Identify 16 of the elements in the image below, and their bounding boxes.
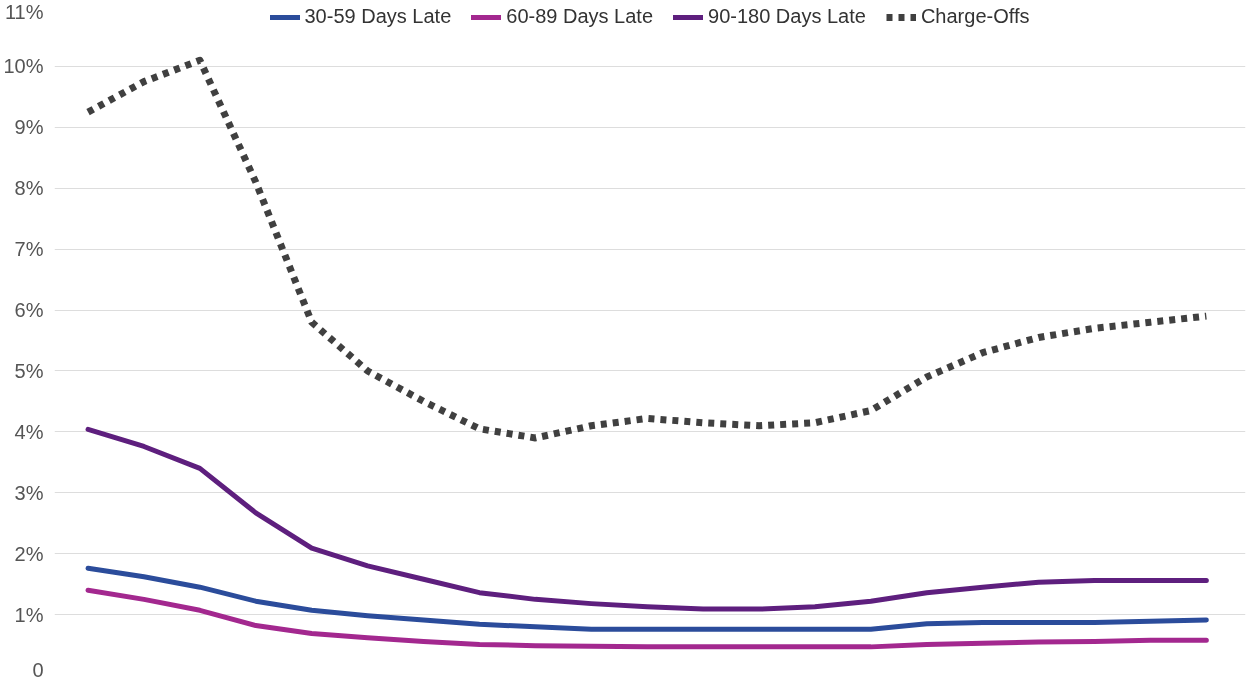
legend-label: 60-89 Days Late bbox=[506, 5, 654, 28]
y-tick-label: 1% bbox=[14, 603, 44, 626]
y-tick-label: 8% bbox=[14, 177, 44, 200]
legend-label: 30-59 Days Late bbox=[304, 5, 452, 28]
y-tick-label: 0 bbox=[32, 658, 44, 681]
y-tick-label: 7% bbox=[14, 238, 44, 261]
y-tick-label: 3% bbox=[14, 481, 44, 504]
y-tick-label: 6% bbox=[14, 299, 44, 322]
legend-label: 90-180 Days Late bbox=[708, 5, 866, 28]
y-tick-label: 9% bbox=[14, 116, 44, 139]
y-tick-label: 4% bbox=[14, 420, 44, 443]
y-tick-label: 10% bbox=[3, 55, 44, 78]
y-tick-label: 5% bbox=[14, 359, 44, 382]
legend-label: Charge-Offs bbox=[920, 5, 1030, 28]
y-tick-label: 11% bbox=[4, 0, 44, 23]
y-tick-label: 2% bbox=[14, 542, 44, 565]
